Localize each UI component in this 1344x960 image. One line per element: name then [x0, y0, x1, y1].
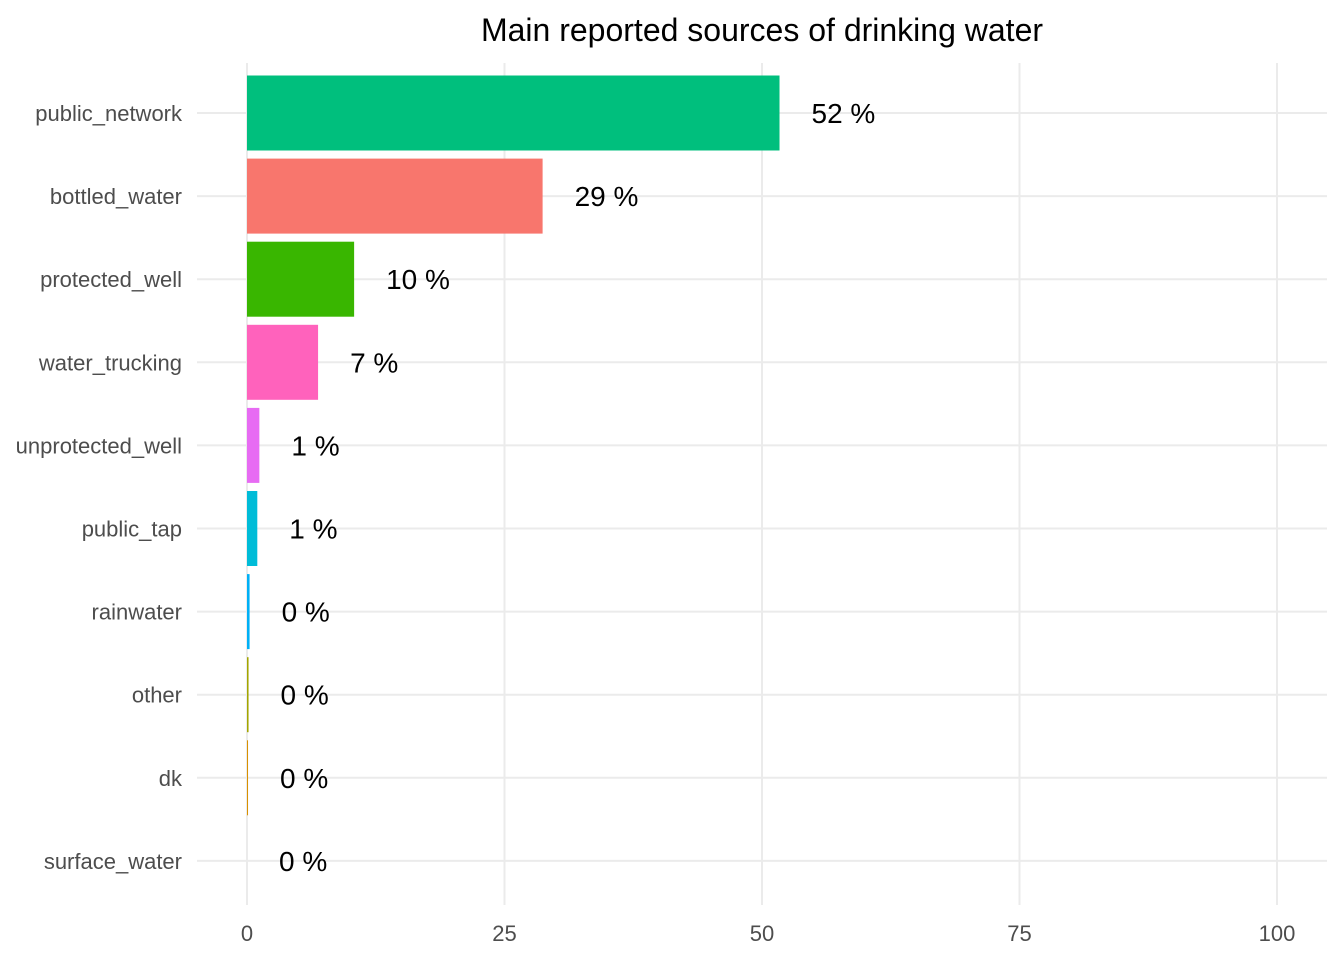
category-axis: public_network bottled_water protected_wel… — [16, 101, 183, 874]
data-labels: 52 % 29 % 10 % 7 % 1 % 1 % 0 % 0 % 0 % 0 % — [279, 98, 875, 877]
data-label: 0 % — [279, 846, 327, 877]
category-label: protected_well — [40, 267, 182, 292]
data-label: 1 % — [291, 430, 339, 461]
category-label: unprotected_well — [16, 433, 182, 458]
category-label: public_network — [35, 101, 183, 126]
x-tick-label: 50 — [750, 921, 774, 946]
bar-public-tap — [247, 491, 258, 566]
data-label: 7 % — [350, 347, 398, 378]
category-label: surface_water — [44, 849, 182, 874]
x-tick-label: 0 — [241, 921, 253, 946]
bar-bottled-water — [247, 158, 543, 234]
bar-rainwater — [247, 574, 250, 650]
bar-other — [247, 657, 249, 733]
data-label: 1 % — [289, 514, 337, 545]
bar-dk — [247, 740, 249, 816]
category-label: dk — [159, 766, 183, 791]
bars — [247, 75, 780, 816]
data-label: 0 % — [281, 680, 329, 711]
data-label: 52 % — [812, 98, 876, 129]
data-label: 10 % — [386, 264, 450, 295]
category-label: public_tap — [82, 517, 182, 542]
data-label: 0 % — [282, 597, 330, 628]
category-label: water_trucking — [38, 350, 182, 375]
x-tick-label: 100 — [1259, 921, 1296, 946]
data-label: 29 % — [575, 181, 639, 212]
bar-unprotected-well — [247, 407, 260, 483]
bar-water-trucking — [247, 324, 319, 400]
bar-protected-well — [247, 241, 355, 317]
x-tick-label: 25 — [492, 921, 516, 946]
bar-public-network — [247, 75, 780, 151]
category-label: other — [132, 683, 182, 708]
data-label: 0 % — [280, 763, 328, 794]
chart-title: Main reported sources of drinking water — [481, 12, 1043, 48]
category-label: bottled_water — [50, 184, 182, 209]
x-tick-label: 75 — [1007, 921, 1031, 946]
category-label: rainwater — [92, 600, 182, 625]
value-axis: 0 25 50 75 100 — [241, 921, 1295, 946]
